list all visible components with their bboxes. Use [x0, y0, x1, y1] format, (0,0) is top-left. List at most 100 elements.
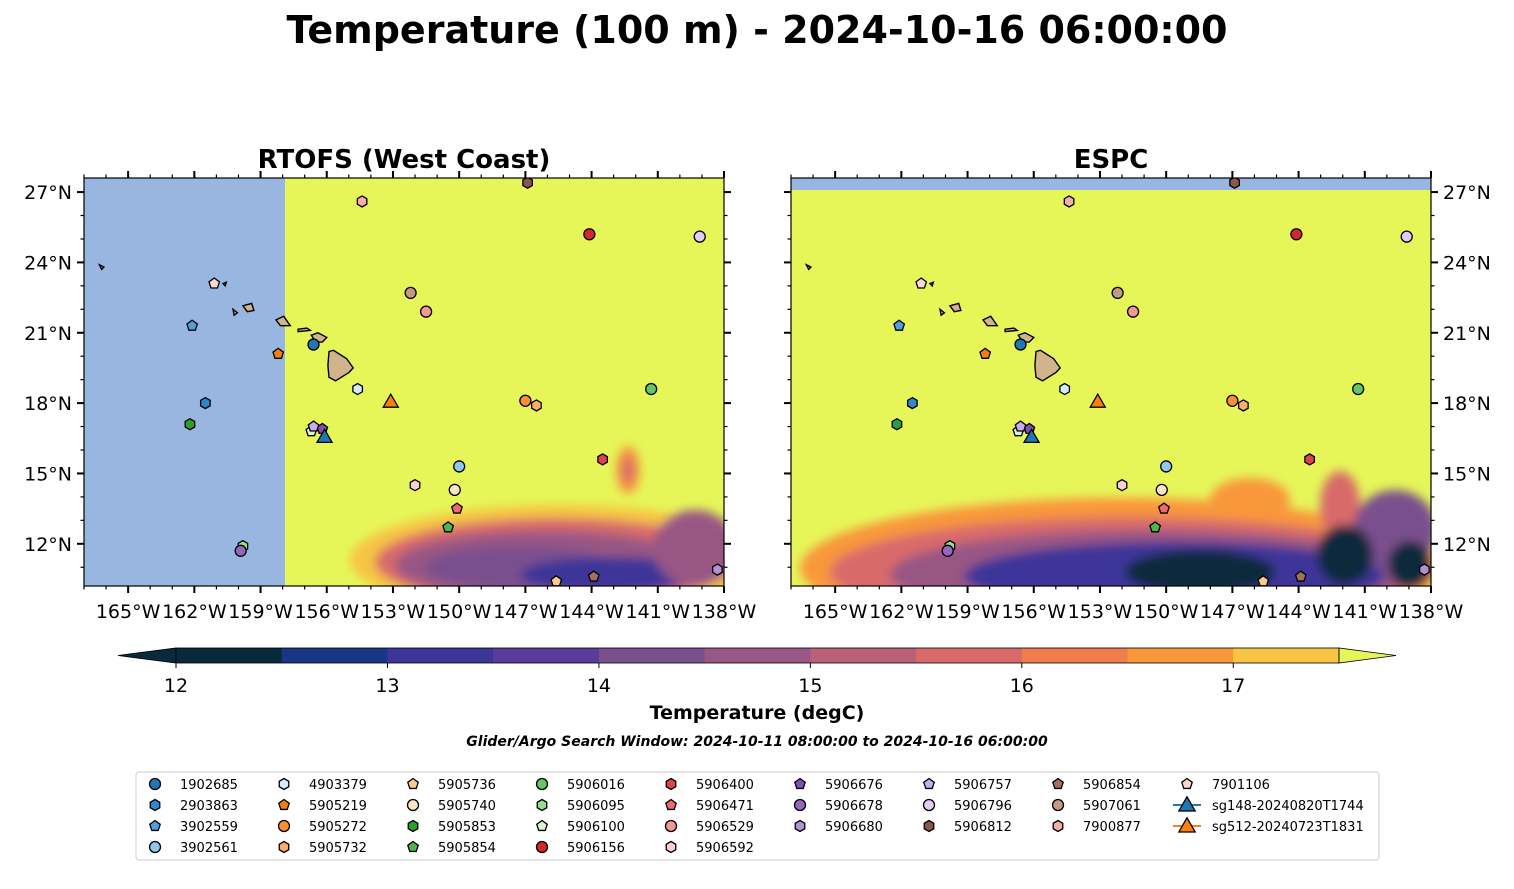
legend-label: 5906854 [1083, 778, 1141, 793]
legend-label: 5906678 [825, 799, 883, 814]
legend-marker-5906529 [664, 819, 678, 833]
legend-label: 5906812 [954, 820, 1012, 835]
legend: 1902685 2903863 3902559 3902561 4903379 59052… [148, 777, 1364, 856]
cold-water-rtofs [350, 446, 724, 586]
colorbar-tick-label: 15 [798, 675, 822, 697]
panel-frame-espc [790, 177, 1432, 587]
island [97, 263, 106, 271]
legend-label: 5906471 [696, 799, 754, 814]
platform-marker-5906678 [234, 544, 247, 557]
platform-marker-4903379 [1059, 382, 1071, 396]
platform-marker-7901106 [915, 277, 928, 289]
y-tick-label: 24°N [1443, 252, 1491, 274]
island [297, 327, 313, 333]
x-tick-label: 141°W [626, 601, 691, 623]
y-tick-label: 15°N [1443, 463, 1491, 485]
platform-marker-5905740 [448, 483, 461, 497]
platform-marker-5906400 [597, 453, 609, 466]
platform-marker-5906757 [1014, 420, 1027, 432]
legend-marker-5906016 [535, 777, 549, 791]
legend-label: sg148-20240820T1744 [1212, 799, 1364, 814]
island [938, 307, 946, 317]
platform-marker-5905853 [184, 417, 196, 431]
colorbar-segment [281, 648, 388, 663]
colorbar-segment [1021, 648, 1129, 663]
platform-marker-5906016 [645, 382, 658, 396]
legend-marker-5906812 [923, 819, 935, 833]
island [274, 315, 292, 327]
platform-marker-5905732 [1238, 399, 1249, 412]
legend-label: 5905853 [438, 820, 496, 835]
colorbar-tick-label: 17 [1221, 675, 1245, 697]
legend-label: 5906592 [696, 841, 754, 856]
legend-marker-5905272 [277, 819, 291, 833]
platform-marker-5905272 [519, 394, 532, 407]
island [1004, 327, 1020, 333]
legend-label: 3902561 [180, 841, 238, 856]
panel-title-espc: ESPC [1074, 145, 1149, 175]
platform-marker-7900877 [1063, 195, 1075, 208]
x-tick-label: 159°W [228, 601, 293, 623]
legend-marker-5905732 [278, 840, 290, 854]
y-tick-label: 18°N [1443, 393, 1491, 415]
legend-marker-7901106 [1181, 777, 1193, 790]
platform-marker-5905272 [1226, 394, 1239, 407]
legend-marker-7900877 [1052, 819, 1064, 833]
figure-title: Temperature (100 m) - 2024-10-16 06:00:0… [286, 8, 1227, 52]
legend-marker-5905853 [407, 819, 419, 833]
platform-marker-5906854 [1294, 570, 1307, 582]
legend-marker-5906854 [1052, 777, 1064, 790]
island [928, 281, 935, 288]
platform-marker-3902561 [1160, 460, 1173, 473]
y-tick-label: 15°N [24, 463, 72, 485]
legend-marker-5906471 [665, 798, 677, 811]
legend-label: 5906156 [567, 841, 625, 856]
map-panel-rtofs: RTOFS (West Coast) 165°W 162°W 159°W 156°W 1… [24, 145, 756, 623]
legend-label: 5906676 [825, 778, 883, 793]
legend-label: 5906757 [954, 778, 1012, 793]
platform-marker-5905219 [272, 347, 285, 359]
island [981, 315, 999, 327]
platform-marker-5906529 [1126, 305, 1140, 318]
legend-label: 5905219 [309, 799, 367, 814]
legend-marker-1902685 [148, 777, 162, 791]
platform-marker-5906592 [1116, 478, 1128, 492]
x-tick-label: 147°W [1200, 601, 1265, 623]
colorbar-segment [1127, 648, 1234, 663]
no-data-region-rtofs [84, 178, 285, 586]
legend-marker-sg148-20240820T1744 [1177, 795, 1197, 812]
platform-marker-5906471 [450, 502, 463, 514]
platform-marker-5905853 [891, 417, 903, 431]
colorbar-tick-label: 16 [1010, 675, 1034, 697]
legend-label: 5905272 [309, 820, 367, 835]
x-tick-label: 144°W [1266, 601, 1331, 623]
legend-label: 7900877 [1083, 820, 1141, 835]
legend-marker-5907061 [1051, 798, 1065, 812]
platform-marker-5905740 [1155, 483, 1168, 497]
legend-label: 5906016 [567, 778, 625, 793]
legend-marker-5906100 [536, 819, 548, 832]
x-tick-label: 144°W [559, 601, 624, 623]
legend-label: 5906529 [696, 820, 754, 835]
platform-marker-sg512-20240723T1831 [1089, 392, 1107, 408]
colorbar-segment [598, 648, 706, 663]
platform-marker-sg512-20240723T1831 [382, 392, 400, 408]
x-tick-label: 165°W [96, 601, 161, 623]
legend-marker-5906676 [794, 777, 806, 790]
platform-marker-5907061 [1111, 286, 1124, 300]
legend-label: 5906400 [696, 778, 754, 793]
platform-marker-7900877 [356, 195, 368, 208]
island [221, 281, 228, 288]
platform-marker-3902559 [186, 319, 199, 331]
colorbar-segment [704, 648, 811, 663]
platform-marker-5905219 [979, 347, 992, 359]
x-tick-label: 162°W [869, 601, 934, 623]
legend-label: 4903379 [309, 778, 367, 793]
platform-marker-5905854 [1149, 521, 1162, 533]
colorbar-segment [493, 648, 600, 663]
platform-marker-5905732 [531, 399, 542, 412]
island [231, 307, 239, 317]
legend-marker-5905219 [278, 798, 290, 811]
platform-marker-5905854 [442, 521, 455, 533]
